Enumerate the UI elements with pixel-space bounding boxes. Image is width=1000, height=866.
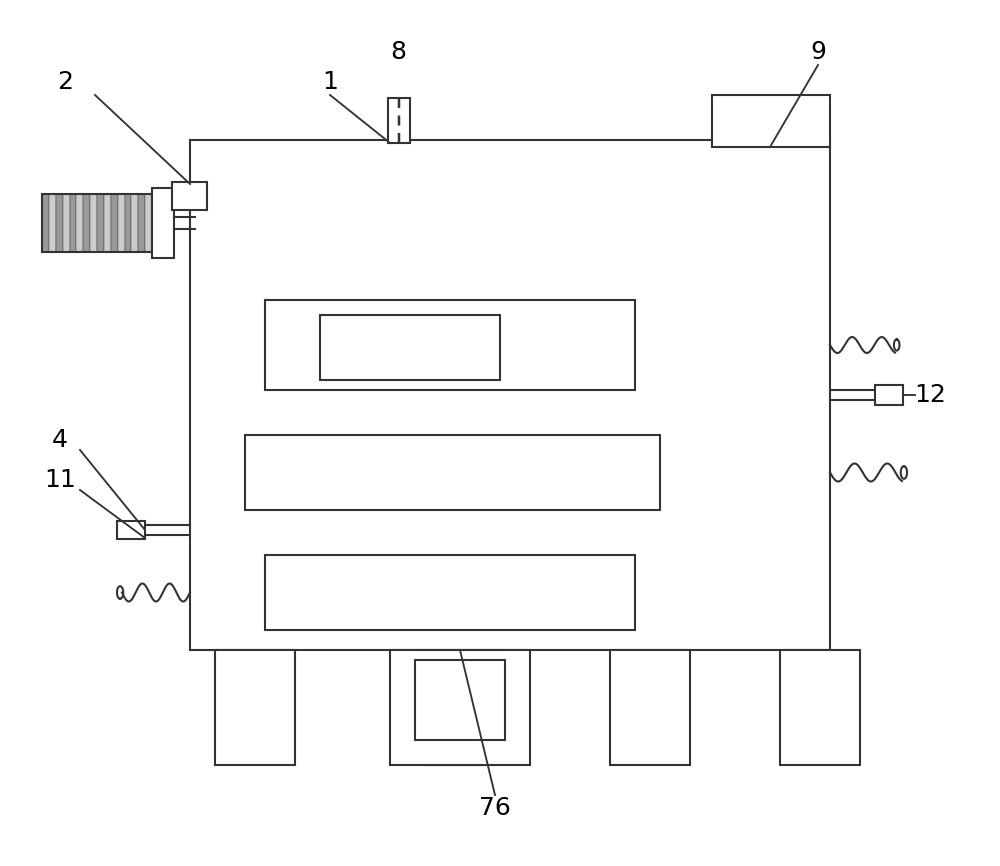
Bar xyxy=(138,194,145,252)
Bar xyxy=(265,555,635,630)
Bar xyxy=(49,194,56,252)
Bar xyxy=(145,194,152,252)
Text: 2: 2 xyxy=(57,70,73,94)
Text: 12: 12 xyxy=(914,383,946,407)
Bar xyxy=(610,650,690,765)
Bar xyxy=(117,521,145,539)
Bar xyxy=(90,194,97,252)
Bar xyxy=(265,300,635,390)
Bar xyxy=(712,95,830,147)
Bar xyxy=(415,660,505,740)
Bar xyxy=(152,188,174,258)
Bar xyxy=(111,194,118,252)
Text: 4: 4 xyxy=(52,428,68,452)
Bar xyxy=(172,182,207,210)
Bar xyxy=(124,194,131,252)
Bar xyxy=(780,650,860,765)
Bar xyxy=(215,650,295,765)
Bar xyxy=(420,650,500,765)
Text: 76: 76 xyxy=(479,796,511,820)
Bar xyxy=(42,194,49,252)
Text: 9: 9 xyxy=(810,40,826,64)
Bar xyxy=(320,315,500,380)
Text: 1: 1 xyxy=(322,70,338,94)
Bar xyxy=(104,194,111,252)
Bar xyxy=(42,194,152,252)
Bar xyxy=(131,194,138,252)
Bar xyxy=(63,194,70,252)
Bar xyxy=(875,385,903,405)
Bar xyxy=(390,650,530,765)
Bar xyxy=(190,140,830,650)
Bar xyxy=(245,435,660,510)
Bar xyxy=(388,98,410,143)
Text: 11: 11 xyxy=(44,468,76,492)
Bar xyxy=(97,194,104,252)
Bar xyxy=(83,194,90,252)
Text: 8: 8 xyxy=(390,40,406,64)
Bar xyxy=(56,194,63,252)
Bar xyxy=(70,194,76,252)
Bar xyxy=(76,194,83,252)
Bar xyxy=(118,194,124,252)
